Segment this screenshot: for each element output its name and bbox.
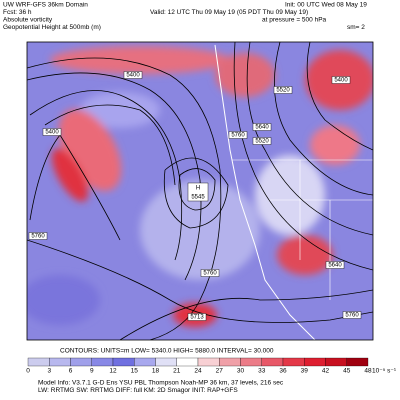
colorbar-swatch [261,357,284,367]
colorbar-tick: 42 [322,368,330,375]
colorbar-swatch [304,357,326,367]
colorbar-swatch [219,357,241,367]
header-left-line: Absolute vorticity [3,17,53,24]
colorbar-tick: 0 [26,368,30,375]
contour-label-box [273,86,293,94]
colorbar-swatch [49,357,71,367]
colorbar-swatch [112,357,135,367]
colorbar-swatch [176,357,199,367]
height-contours [27,42,373,340]
colorbar-swatch [325,357,347,367]
contour-label: 5400 [126,73,140,79]
high-value: 5545 [191,195,205,201]
colorbar-swatch [155,357,177,367]
colorbar-tick: 9 [90,368,94,375]
header-right-line: Init: 00 UTC Wed 08 May 19 [285,2,367,9]
model-info-line: Model Info: V3.7.1 G-D Ens YSU PBL Thomp… [38,380,284,387]
contour-label: 5640 [328,263,342,269]
contour-label: 5760 [203,271,217,277]
contour-label-box [252,123,272,131]
contour-label: 5760 [231,133,245,139]
map-frame [26,41,374,341]
contour-label: 5400 [334,78,348,84]
contour-label-box [123,71,143,79]
colorbar-swatch [91,357,114,367]
header-right-line: at pressure = 500 hPa [262,17,327,24]
high-box [187,182,209,202]
contour-label-box [28,232,48,240]
colorbar-swatch [27,357,50,367]
colorbar-tick: 15 [131,368,139,375]
colorbar-tick: 45 [343,368,351,375]
contour-info: CONTOURS: UNITS=m LOW= 5340.0 HIGH= 5880… [60,348,274,355]
contour-label: 5760 [31,234,45,240]
contour-label: 5760 [345,313,359,319]
colorbar-tick: 48 [364,368,372,375]
colorbar-tick: 30 [237,368,245,375]
contour-label-box [228,131,248,139]
colorbar-tick: 27 [216,368,224,375]
colorbar-tick: 6 [69,368,73,375]
high-symbol: H [196,186,200,192]
colorbar-swatch [346,357,369,367]
colorbar-units: 10⁻⁵ s⁻¹ [372,368,397,375]
contour-label-box [200,269,220,277]
contour-label-box [42,128,62,136]
contour-label: 5640 [255,125,269,131]
colorbar-tick: 36 [279,368,287,375]
contour-label: 5713 [190,315,204,321]
contour-label-box [325,261,345,269]
colorbar: 0 3 6 9 12 15 18 21 24 27 30 33 36 39 42 45 48 10⁻⁵ s⁻¹ [26,357,397,375]
header-left-line: Fcst: 36 h [3,9,32,16]
contour-label-box [342,311,362,319]
colorbar-tick: 18 [152,368,160,375]
contour-label-box [187,313,207,321]
header-left-line: UW WRF-GFS 36km Domain [3,2,88,9]
colorbar-tick: 21 [173,368,181,375]
colorbar-swatch [134,357,156,367]
contour-label: 5520 [276,88,290,94]
colorbar-swatch [282,357,305,367]
colorbar-tick: 24 [194,368,202,375]
contour-label-box [252,137,272,145]
header-left-line: Geopotential Height at 500mb (m) [3,24,101,31]
colorbar-swatch [70,357,92,367]
contour-label: 5520 [255,139,269,145]
colorbar-tick: 33 [258,368,266,375]
contour-label: 5400 [45,130,59,136]
header-right-line: sm= 2 [347,24,365,31]
model-info-line: LW: RRTMG SW: RRTMG DIFF: full KM: 2D Sm… [38,387,238,394]
colorbar-swatch [240,357,262,367]
colorbar-tick: 12 [109,368,117,375]
colorbar-tick: 39 [301,368,309,375]
colorbar-tick: 3 [47,368,51,375]
colorbar-swatch [197,357,220,367]
header-right-line: Valid: 12 UTC Thu 09 May 19 (05 PDT Thu … [150,9,308,16]
contour-label-box [331,76,351,84]
